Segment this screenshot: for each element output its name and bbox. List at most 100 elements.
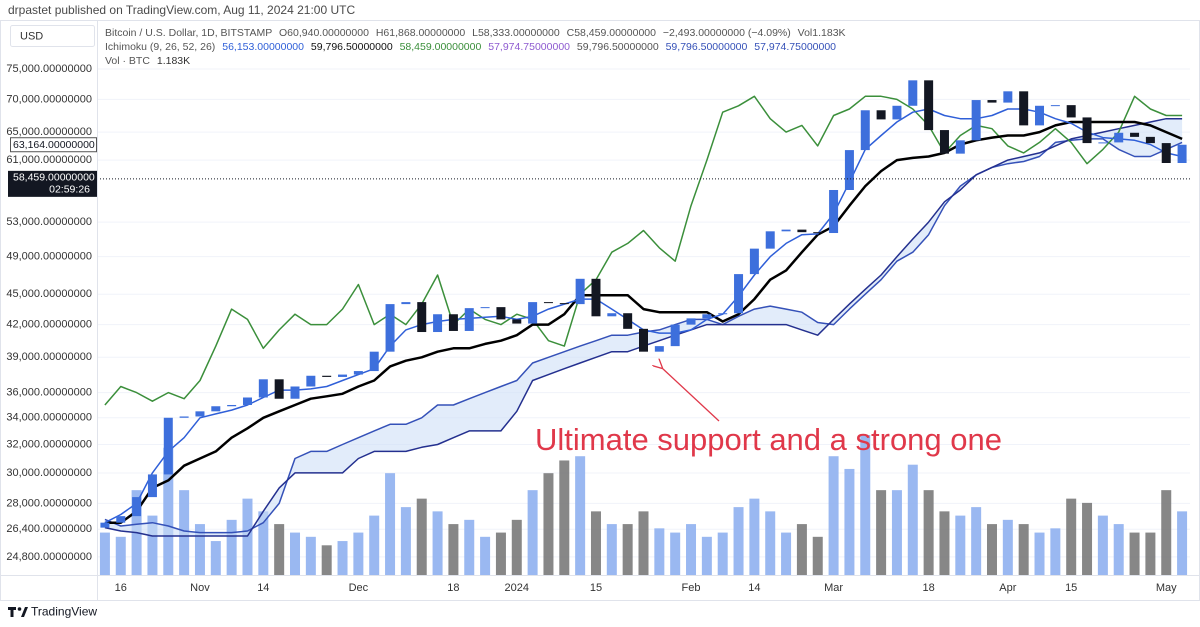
candle-body [1161,143,1171,164]
legend-line: Ichimoku (9, 26, 52, 26) 56,153.00000000… [105,41,836,53]
price-label-box [8,170,97,197]
y-tick-label: 26,400.00000000 [6,523,92,535]
candle-body [860,110,870,151]
y-tick-label: 24,800.00000000 [6,551,92,563]
volume-bar [1066,498,1077,575]
candle-body [939,130,949,154]
candle-body [132,497,142,517]
volume-bar [638,511,649,575]
volume-bar [448,524,459,575]
volume-bar [416,498,427,575]
legend-line: Bitcoin / U.S. Dollar, 1D, BITSTAMP O60,… [105,27,846,39]
candle-body [908,80,918,106]
candle-body [274,379,284,399]
candle-body [1035,105,1045,126]
volume-bar [369,515,380,575]
volume-bar [1097,515,1108,575]
volume-bar [891,490,902,575]
x-tick-label: 2024 [505,582,529,594]
volume-bar [1050,528,1061,575]
y-tick-label: 42,000.00000000 [6,319,92,331]
legend-value: 59,796.50000000 [577,41,659,53]
currency-box[interactable] [10,25,95,47]
candle-body [163,417,173,475]
legend-value: 58,459.00000000 [400,41,482,53]
volume-bar [1082,502,1093,575]
volume-bar [1034,532,1045,575]
volume-bar [115,536,126,575]
volume-bar [432,511,443,575]
y-tick-label: 36,000.00000000 [6,386,92,398]
price-label-box [10,137,97,153]
candle-body [686,318,696,325]
x-tick-label: 15 [590,582,602,594]
volume-bar [210,541,221,575]
candle-body [322,375,332,377]
ichimoku-line [104,95,1183,406]
candle-body [147,474,157,498]
candle-body [718,313,728,315]
volume-bar [290,532,301,575]
candle-body [654,346,664,352]
candle-body [559,303,569,305]
x-tick-label: 18 [923,582,935,594]
volume-bar [99,532,110,575]
candle-body [433,314,443,333]
x-tick-label: 15 [1065,582,1077,594]
volume-bar [1161,490,1172,575]
volume-bar [749,498,760,575]
x-tick-label: Feb [682,582,701,594]
candle-body [924,80,934,131]
candle-body [211,406,221,412]
legend-value: −2,493.00000000 (−4.09%) [663,27,791,39]
candle-body [797,229,807,233]
candle-body [464,308,474,331]
candle-body [1130,132,1140,137]
volume-bar [717,532,728,575]
legend-value: 59,796.50000000 [311,41,393,53]
candle-body [385,304,395,352]
candle-body [417,302,427,333]
volume-bar [400,507,411,575]
volume-bar [559,460,570,575]
volume-bar [543,473,554,575]
legend-value: 57,974.75000000 [488,41,570,53]
candle-body [892,105,902,120]
legend-value: C58,459.00000000 [567,27,656,39]
volume-bar [1129,532,1140,575]
legend-value: L58,333.00000000 [472,27,560,39]
candle-body [1082,117,1092,144]
candle-body [1003,91,1013,103]
candle-body [1177,144,1187,164]
candle-body [100,522,110,528]
candle-body [623,313,633,329]
candle-body [1050,105,1060,107]
candle-body [179,416,189,418]
currency[interactable]: USD [20,30,43,42]
candle-body [813,232,823,234]
volume-bar [353,532,364,575]
volume-bar [654,528,665,575]
x-tick-label: 16 [115,582,127,594]
candle-body [512,319,522,324]
volume-bar [194,524,205,575]
candle-body [448,314,458,331]
volume-bar [701,536,712,575]
volume-bar [1018,524,1029,575]
legend-value: 57,974.75000000 [754,41,836,53]
candle-body [844,150,854,190]
volume-bar [1002,519,1013,575]
volume-bar [511,519,522,575]
candle-body [639,328,648,352]
candle-body [227,404,237,407]
volume-bar [733,507,744,575]
volume-bar [812,536,823,575]
candle-body [338,374,348,377]
candle-body [670,324,680,347]
legend-value: H61,868.00000000 [376,27,465,39]
candle-body [401,302,411,305]
volume-bar [828,456,839,575]
candle-body [242,397,252,405]
candle-body [1066,105,1076,118]
legend-value: 56,153.00000000 [222,41,304,53]
